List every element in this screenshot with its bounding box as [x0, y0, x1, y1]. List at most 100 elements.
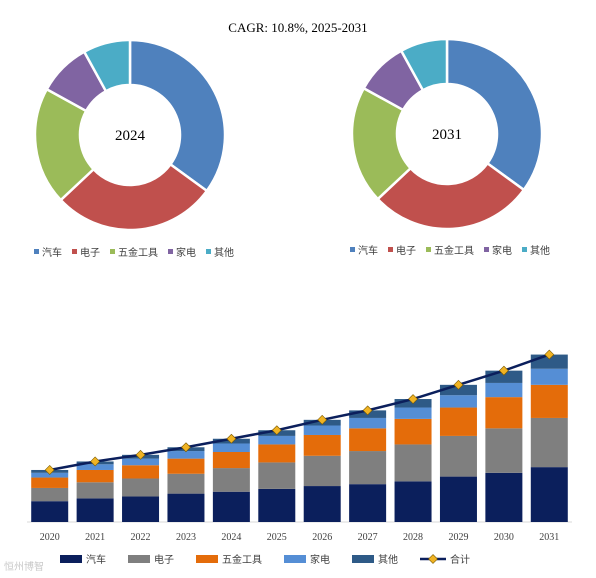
x-tick-label: 2027	[358, 532, 378, 543]
bar-segment	[303, 486, 341, 522]
legend-label: 合计	[450, 555, 470, 566]
bar-segment	[258, 488, 296, 522]
legend-swatch	[284, 554, 306, 563]
legend-label: 五金工具	[118, 248, 158, 259]
x-tick-label: 2031	[539, 532, 559, 543]
legend-label: 五金工具	[434, 246, 474, 257]
total-marker	[453, 379, 464, 390]
legend-item: 其他	[352, 551, 398, 566]
legend-item: 汽车	[350, 242, 378, 257]
bar-segment	[394, 407, 432, 419]
legend-item: 五金工具	[426, 242, 474, 257]
bar-segment	[167, 493, 205, 522]
x-tick-label: 2022	[131, 532, 151, 543]
donut-chart-2031: 2031	[351, 38, 543, 230]
legend-swatch	[34, 249, 39, 254]
legend-swatch	[168, 249, 173, 254]
legend-swatch	[350, 247, 355, 252]
total-marker	[181, 442, 191, 453]
bar-segment	[76, 464, 114, 470]
bar-segment	[439, 395, 477, 408]
legend-item: 五金工具	[196, 551, 262, 566]
x-tick-label: 2024	[221, 532, 241, 543]
legend-item: 家电	[168, 244, 196, 259]
bar-segment	[349, 428, 387, 452]
donut-center-label: 2031	[432, 127, 462, 143]
bar-segment	[439, 384, 477, 396]
bar-segment	[212, 443, 250, 452]
legend-swatch	[196, 554, 218, 563]
bar-segment	[31, 501, 69, 522]
bar-segment	[258, 435, 296, 445]
legend-label: 汽车	[358, 246, 378, 257]
x-tick-label: 2021	[85, 532, 105, 543]
legend-item: 电子	[388, 242, 416, 257]
legend-swatch	[352, 554, 374, 563]
legend-item: 家电	[284, 551, 330, 566]
x-tick-label: 2023	[176, 532, 196, 543]
bar-segment	[394, 444, 432, 482]
x-tick-label: 2025	[267, 532, 287, 543]
total-marker	[271, 425, 282, 436]
legend-item-total: 合计	[420, 551, 470, 566]
legend-item: 电子	[72, 244, 100, 259]
bar-legend: 汽车 电子 五金工具 家电 其他 合计	[60, 551, 470, 566]
x-tick-label: 2028	[403, 532, 423, 543]
bar-segment	[303, 455, 341, 487]
bar-segment	[76, 469, 114, 483]
legend-item: 其他	[206, 244, 234, 259]
total-marker	[408, 394, 418, 404]
bar-segment	[212, 491, 250, 522]
bar-segment	[122, 458, 160, 466]
x-tick-label: 2026	[312, 532, 332, 543]
donut-chart-2024: 2024	[34, 39, 226, 231]
total-marker	[544, 349, 555, 360]
total-marker	[317, 414, 328, 425]
donut-legend-2024: 汽车 电子 五金工具 家电 其他	[34, 244, 234, 259]
legend-label: 其他	[378, 555, 398, 566]
legend-swatch	[128, 554, 150, 563]
legend-item: 家电	[484, 242, 512, 257]
total-marker	[498, 365, 509, 376]
bar-segment	[31, 472, 69, 478]
legend-label: 电子	[154, 555, 174, 566]
bar-segment	[258, 444, 296, 463]
bar-segment	[530, 417, 568, 468]
watermark: 恒州博智	[4, 562, 44, 573]
bar-segment	[394, 481, 432, 522]
bar-segment	[76, 498, 114, 522]
legend-swatch	[484, 247, 489, 252]
legend-item: 五金工具	[110, 244, 158, 259]
bar-segment	[212, 468, 250, 492]
bar-segment	[485, 428, 523, 473]
legend-line-swatch	[420, 553, 446, 564]
legend-swatch	[60, 554, 82, 563]
legend-swatch	[72, 249, 77, 254]
bar-segment	[439, 435, 477, 477]
bar-segment	[212, 452, 250, 469]
donut-slice-2	[375, 161, 526, 230]
bar-segment	[303, 434, 341, 456]
legend-label: 家电	[310, 555, 330, 566]
bar-segment	[349, 451, 387, 485]
chart-title: CAGR: 10.8%, 2025-2031	[228, 20, 368, 35]
bar-segment	[31, 487, 69, 502]
x-tick-label: 2030	[494, 532, 514, 543]
legend-label: 其他	[530, 246, 550, 257]
legend-label: 电子	[80, 248, 100, 259]
donut-legend-2031: 汽车 电子 五金工具 家电 其他	[350, 242, 550, 257]
bar-segment	[530, 467, 568, 522]
legend-swatch	[426, 247, 431, 252]
legend-item: 汽车	[60, 551, 106, 566]
donut-slice-1	[445, 38, 543, 192]
donut-center-label: 2024	[115, 128, 146, 144]
legend-item: 电子	[128, 551, 174, 566]
bar-segment	[31, 477, 69, 488]
legend-swatch	[206, 249, 211, 254]
total-marker	[90, 456, 101, 467]
stacked-bar-chart: 2020 2021 2022 2023 2024 2025 2026 2027 2028 2029…	[27, 349, 572, 543]
bar-segment	[122, 478, 160, 497]
bar-segment	[485, 472, 523, 522]
bar-segment	[485, 382, 523, 398]
bar-segment	[439, 476, 477, 522]
